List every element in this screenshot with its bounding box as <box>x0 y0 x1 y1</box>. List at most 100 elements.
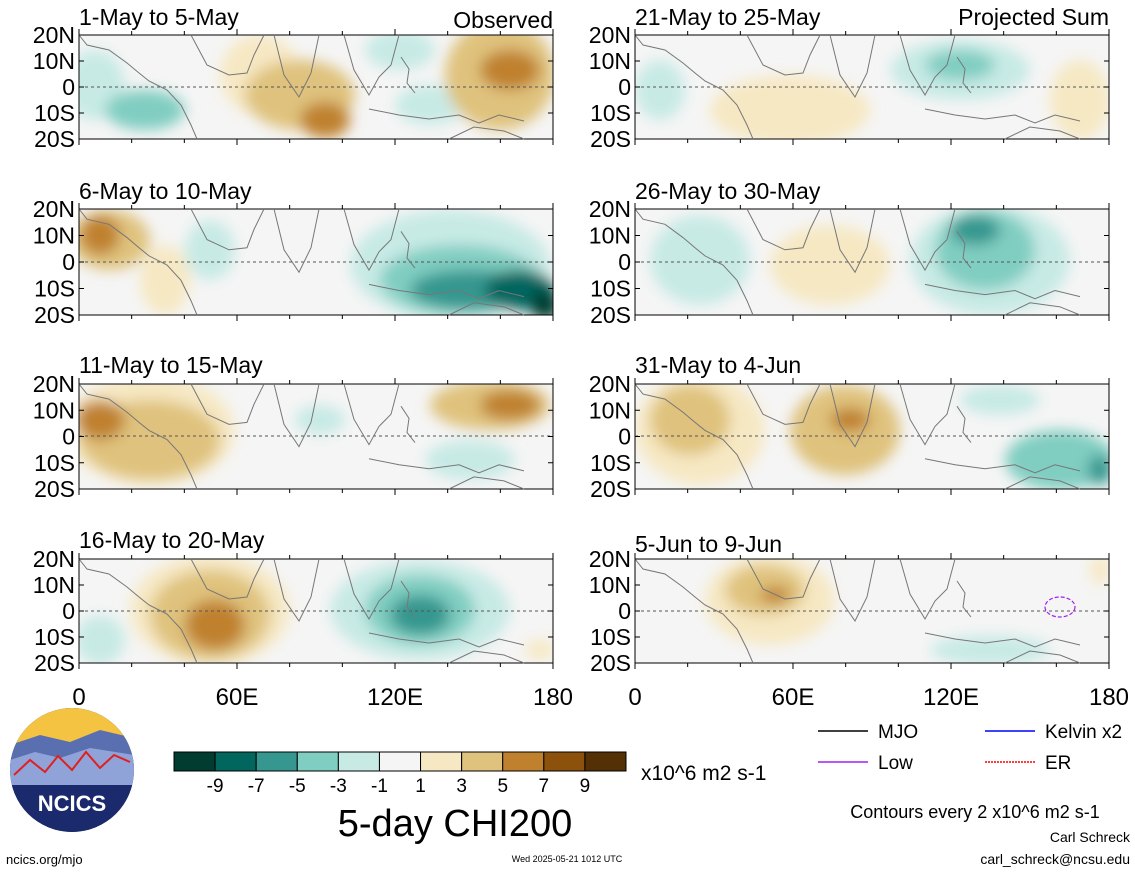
map-panel-3 <box>78 208 554 316</box>
panel-title-7: 16-May to 20-May <box>79 527 265 553</box>
coastline-segment <box>634 383 754 490</box>
coastline-segment <box>924 632 1081 648</box>
lat-label: 20S <box>590 126 631 152</box>
coastline-segment <box>368 632 525 648</box>
coastlines <box>78 34 1081 664</box>
coastline-segment <box>190 34 265 76</box>
colorbar-swatch <box>543 751 586 772</box>
colorbar-swatch <box>461 751 504 772</box>
map-panel-5 <box>78 383 554 490</box>
logo-text: NCICS <box>38 791 106 816</box>
lon-label-left-0: 0 <box>72 684 85 711</box>
coastline-segment <box>899 208 956 272</box>
map-axes: 20N10N010S20S20N10N010S20S20N10N010S20S2… <box>33 22 1110 676</box>
coastline-segment <box>273 558 320 622</box>
coastline-segment <box>368 108 525 124</box>
lat-label: 10N <box>33 397 75 423</box>
panel-title-2: 21-May to 25-May <box>635 4 821 30</box>
colorbar-swatch <box>255 751 298 772</box>
coastline-segment <box>448 126 525 140</box>
panel-tag-observed: Observed <box>453 7 553 33</box>
map-panel-6 <box>634 383 1110 490</box>
coastline-segment <box>190 558 265 600</box>
panel-title-3: 6-May to 10-May <box>79 178 252 204</box>
panel-title-6: 31-May to 4-Jun <box>635 352 801 378</box>
lat-label: 0 <box>618 598 631 624</box>
panel-title-4: 26-May to 30-May <box>635 178 821 204</box>
colorbar-swatch <box>378 751 422 772</box>
legend-er-label: ER <box>1045 753 1071 774</box>
lat-label: 10S <box>34 624 75 650</box>
lat-label: 20S <box>590 302 631 328</box>
lat-label: 10S <box>34 276 75 302</box>
colorbar: -9 -7 -5 -3 -1 1 3 5 7 9 <box>173 751 627 797</box>
coastline-segment <box>343 34 400 96</box>
coastline-segment <box>343 558 400 620</box>
lat-label: 10S <box>34 450 75 476</box>
coastline-segment <box>343 208 400 272</box>
colorbar-tick-label: -1 <box>371 776 388 797</box>
coastline-segment <box>448 476 525 490</box>
coastline-segment <box>829 558 876 622</box>
coastline-segment <box>400 405 416 443</box>
lon-label-left-60e: 60E <box>216 684 259 711</box>
lat-label: 0 <box>618 249 631 275</box>
lat-label: 20N <box>33 546 75 572</box>
panel-title-5: 11-May to 15-May <box>79 352 263 378</box>
panel-tag-projected: Projected Sum <box>958 4 1109 30</box>
coastline-segment <box>829 208 876 274</box>
lat-label: 0 <box>62 424 75 450</box>
colorbar-tick-label: 7 <box>539 776 550 797</box>
coastline-segment <box>190 208 265 251</box>
coastline-segment <box>956 56 972 94</box>
coastline-segment <box>899 34 956 96</box>
coastline-segment <box>746 558 821 600</box>
legend-low-label: Low <box>878 753 913 774</box>
coastline-segment <box>448 650 525 664</box>
colorbar-tick-label: -5 <box>289 776 306 797</box>
contours-note: Contours every 2 x10^6 m2 s-1 <box>850 802 1100 822</box>
coastline-segment <box>746 383 821 425</box>
lon-label-right-0: 0 <box>628 684 641 711</box>
coastline-segment <box>368 283 525 300</box>
coastline-segment <box>924 283 1081 300</box>
coastline-segment <box>956 231 972 269</box>
colorbar-swatch <box>584 751 627 772</box>
coastline-segment <box>746 208 821 251</box>
lat-label: 10N <box>589 572 631 598</box>
coastline-segment <box>400 580 416 618</box>
lat-label: 10S <box>590 276 631 302</box>
coastline-segment <box>956 580 972 618</box>
timestamp: Wed 2025-05-21 1012 UTC <box>512 854 623 864</box>
lat-label: 20S <box>34 126 75 152</box>
legend-mjo-label: MJO <box>878 722 918 743</box>
lat-label: 10S <box>34 100 75 126</box>
coastline-segment <box>899 558 956 620</box>
lat-label: 20S <box>34 650 75 676</box>
colorbar-tick-label: -9 <box>207 776 224 797</box>
lat-label: 0 <box>62 249 75 275</box>
lat-label: 20N <box>589 196 631 222</box>
lat-label: 0 <box>62 74 75 100</box>
map-panel-1 <box>78 34 554 140</box>
site-link[interactable]: ncics.org/mjo <box>6 852 83 867</box>
lat-label: 10N <box>589 223 631 249</box>
coastline-segment <box>956 405 972 443</box>
coastline-segment <box>190 383 265 425</box>
author-email: carl_schreck@ncsu.edu <box>980 851 1130 867</box>
coastline-segment <box>634 558 754 664</box>
map-panel-4 <box>634 208 1110 316</box>
lat-label: 0 <box>618 424 631 450</box>
lat-label: 10N <box>33 48 75 74</box>
colorbar-swatch <box>173 751 216 772</box>
coastline-segment <box>1004 302 1081 316</box>
coastline-segment <box>899 383 956 446</box>
coastline-segment <box>78 383 198 490</box>
lat-label: 20N <box>33 22 75 48</box>
coastline-segment <box>78 208 198 316</box>
colorbar-units: x10^6 m2 s-1 <box>641 762 766 785</box>
low-contour <box>1044 596 1076 618</box>
coastline-segment <box>400 231 416 269</box>
coastline-segment <box>78 34 198 140</box>
colorbar-tick-label: -3 <box>330 776 347 797</box>
